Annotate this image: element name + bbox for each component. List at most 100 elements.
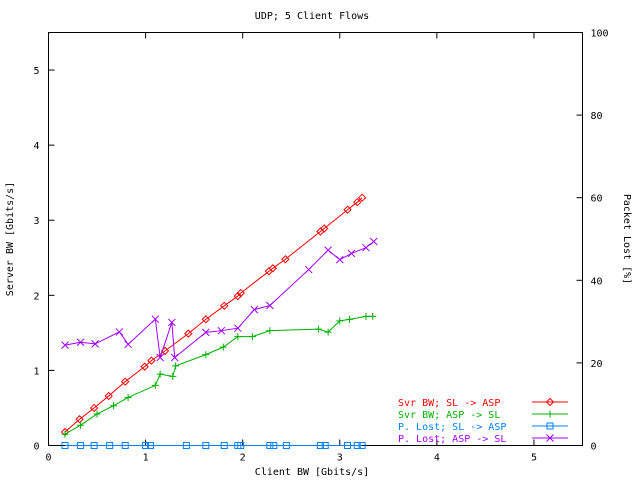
point-marker (201, 328, 210, 337)
y-tick-label: 1 (33, 366, 39, 377)
point-marker (151, 381, 159, 389)
plot-frame (48, 32, 583, 446)
series-2 (61, 442, 366, 449)
y2-tick-label: 20 (591, 359, 603, 370)
y-tick-label: 4 (33, 141, 39, 152)
point-marker (121, 442, 129, 449)
point-marker (336, 317, 344, 325)
point-marker (369, 312, 377, 320)
point-marker (266, 301, 274, 310)
point-marker (343, 205, 352, 214)
point-marker (120, 377, 130, 386)
y-tick-label: 0 (33, 442, 39, 453)
point-marker (89, 403, 99, 413)
point-marker (357, 193, 367, 202)
point-marker (170, 353, 179, 362)
axis-ticks: 0 1 2 3 4 5 0 1 2 3 4 5 0 20 40 60 80 100 (33, 29, 608, 464)
point-marker (362, 243, 370, 252)
legend-item-0: Svr BW; SL -> ASP (398, 397, 568, 409)
legend-item-1: Svr BW; ASP -> SL (398, 410, 568, 421)
point-marker (369, 237, 378, 246)
point-marker (233, 291, 243, 301)
point-marker (353, 442, 361, 449)
series-0 (60, 193, 367, 437)
point-marker (77, 421, 85, 429)
point-marker (156, 353, 165, 362)
point-marker (347, 249, 356, 258)
point-marker (335, 255, 344, 264)
series-line (64, 241, 375, 359)
y2-tick-label: 0 (591, 442, 597, 453)
point-marker (324, 246, 332, 255)
point-marker (202, 351, 210, 359)
point-marker (304, 265, 313, 274)
point-marker (115, 328, 124, 336)
point-marker (353, 197, 362, 207)
point-marker (124, 393, 132, 401)
point-marker (248, 333, 256, 341)
x-tick-label: 5 (531, 453, 537, 464)
x-tick-label: 3 (337, 453, 343, 464)
point-marker (169, 372, 177, 380)
point-marker (220, 301, 229, 311)
point-marker (61, 430, 69, 438)
point-marker (142, 442, 150, 449)
point-marker (270, 442, 278, 449)
point-marker (344, 442, 352, 449)
point-marker (146, 442, 154, 449)
point-marker (90, 442, 98, 449)
chart-title: UDP; 5 Client Flows (255, 11, 369, 22)
point-marker (75, 415, 84, 424)
legend-item-2: P. Lost; SL -> ASP (398, 422, 568, 433)
legend-label: P. Lost; SL -> ASP (398, 422, 506, 433)
point-marker (546, 410, 554, 418)
point-marker (182, 442, 190, 449)
point-marker (76, 338, 85, 347)
point-marker (220, 442, 228, 449)
y-tick-label: 3 (33, 216, 39, 227)
series-line (64, 315, 373, 435)
point-marker (202, 442, 210, 449)
y-tick-label: 5 (33, 66, 39, 77)
x-tick-label: 4 (434, 453, 440, 464)
y2-tick-label: 80 (591, 111, 603, 122)
y-tick-label: 2 (33, 291, 39, 302)
series-line (64, 197, 363, 433)
point-marker (91, 340, 99, 348)
point-marker (545, 397, 555, 407)
y2-tick-label: 40 (591, 276, 603, 287)
point-marker (358, 442, 366, 449)
point-marker (324, 328, 332, 336)
point-marker (147, 356, 156, 365)
point-marker (104, 391, 113, 401)
x-tick-label: 0 (45, 453, 51, 464)
point-marker (282, 442, 290, 449)
point-marker (345, 315, 353, 323)
point-marker (93, 410, 101, 418)
x-tick-label: 2 (240, 453, 246, 464)
y2-axis-label: Packet Lost [%] (621, 194, 632, 284)
point-marker (546, 434, 554, 442)
series-1 (61, 312, 377, 438)
point-marker (320, 224, 329, 233)
point-marker (321, 442, 329, 449)
x-axis-label: Client BW [Gbits/s] (255, 467, 369, 478)
point-marker (546, 422, 554, 430)
point-marker (268, 264, 277, 273)
point-marker (151, 315, 160, 323)
point-marker (172, 362, 180, 370)
y2-tick-label: 100 (591, 29, 609, 40)
point-marker (236, 288, 245, 298)
point-marker (201, 315, 210, 324)
point-marker (77, 442, 85, 449)
x-tick-label: 1 (143, 453, 149, 464)
legend-label: P. Lost; ASP -> SL (398, 434, 506, 445)
point-marker (106, 442, 114, 449)
point-marker (156, 370, 164, 378)
point-marker (314, 325, 322, 333)
series-3 (61, 237, 378, 362)
point-marker (266, 327, 274, 335)
series-group (60, 193, 378, 449)
